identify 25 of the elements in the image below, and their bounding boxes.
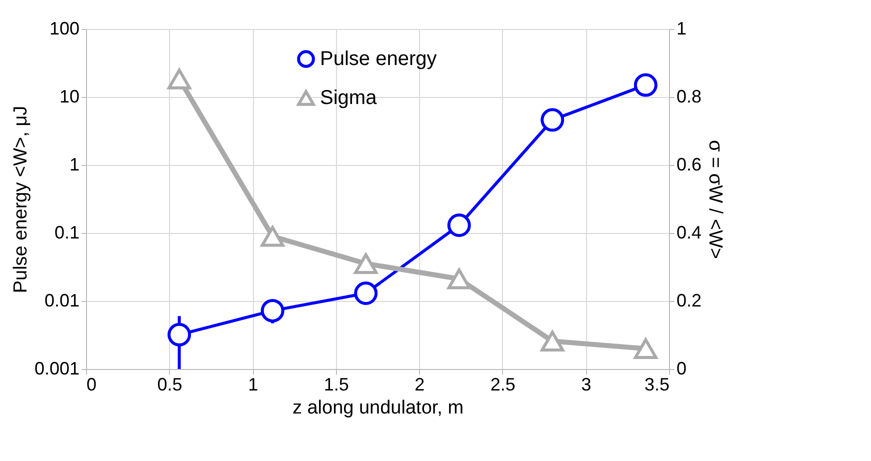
y2-tick-label: 0.6 [676, 154, 702, 174]
x-tick-label: 1.5 [324, 374, 349, 394]
y-tick-label: 1 [69, 154, 80, 174]
y2-tick-label: 0.2 [676, 290, 702, 310]
y2-axis-title: σ = σW / <W> [704, 140, 726, 260]
x-tick-label: 1 [248, 374, 258, 394]
legend-label: Sigma [320, 87, 378, 109]
legend-label: Pulse energy [320, 48, 437, 70]
x-tick-label: 0.5 [157, 374, 182, 394]
y-axis-title: Pulse energy <W>, μJ [10, 106, 32, 294]
y-tick-label: 0.01 [44, 290, 80, 310]
x-axis-title: z along undulator, m [292, 398, 464, 418]
x-tick-label: 3.5 [644, 374, 670, 394]
y2-tick-label: 0.8 [676, 86, 702, 106]
y-tick-label: 0.1 [54, 222, 80, 242]
y-tick-label: 0.001 [34, 358, 80, 378]
x-tick-label: 2 [414, 374, 425, 394]
y2-tick-label: 1 [676, 18, 687, 38]
y-tick-label: 10 [59, 86, 80, 106]
x-tick-label: 3 [581, 374, 592, 394]
x-tick-label: 0 [86, 374, 97, 394]
y-tick-label: 100 [49, 18, 80, 38]
x-tick-label: 2.5 [490, 374, 516, 394]
y2-tick-label: 0.4 [676, 222, 702, 242]
y2-tick-label: 0 [676, 358, 687, 378]
